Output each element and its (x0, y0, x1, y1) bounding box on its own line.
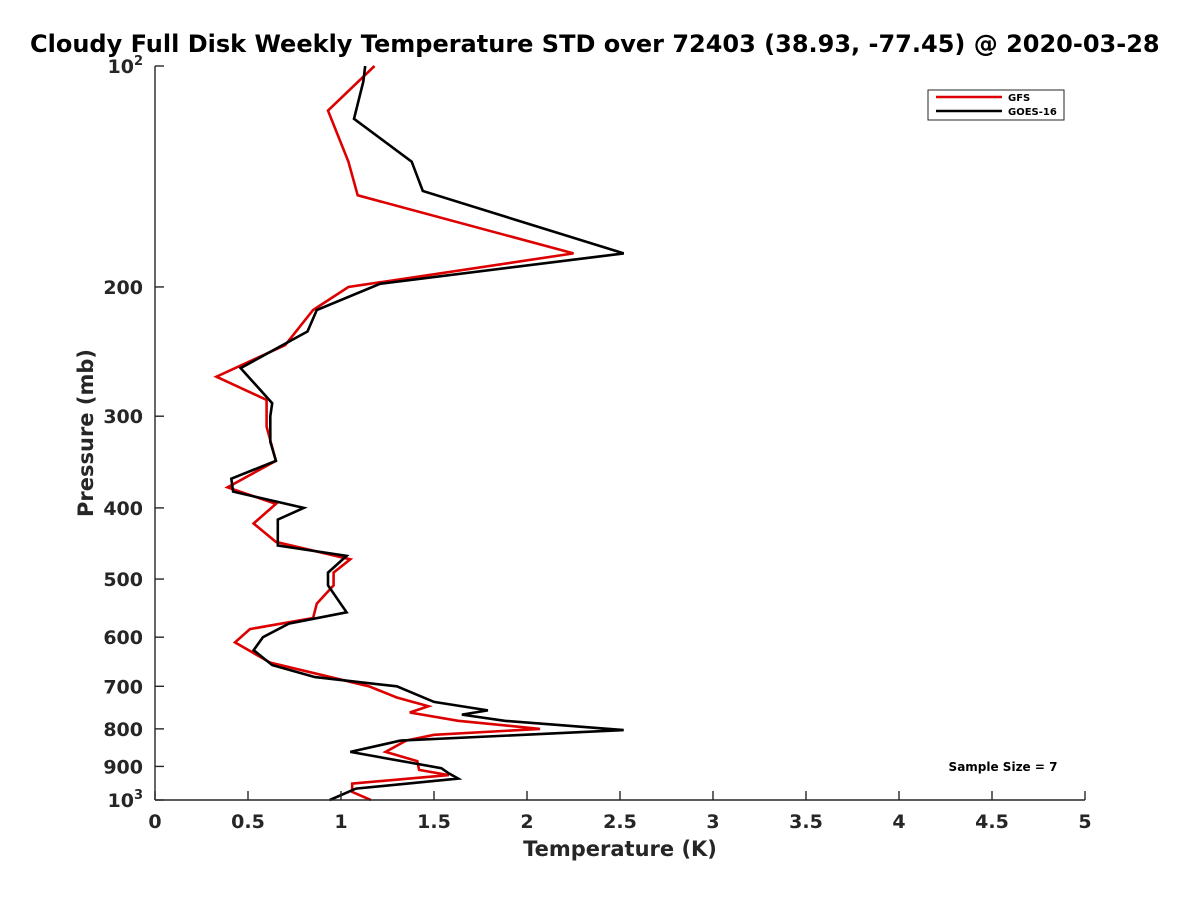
chart-title: Cloudy Full Disk Weekly Temperature STD … (30, 30, 1160, 58)
x-tick-label: 5 (1078, 811, 1091, 833)
x-tick-label: 1.5 (417, 811, 451, 833)
y-tick-label: 300 (103, 406, 143, 428)
y-tick-label: 400 (103, 498, 143, 520)
y-axis-ticks: 102 200 300 400 500 600 700 800 900 103 (103, 54, 164, 812)
x-tick-label: 0 (148, 811, 161, 833)
series-line-1 (213, 65, 574, 802)
y-tick-label: 900 (103, 756, 143, 778)
legend-label: GOES-16 (1008, 107, 1057, 118)
y-tick-label: 600 (103, 627, 143, 649)
y-axis-label: Pressure (mb) (74, 349, 98, 517)
x-tick-label: 3.5 (789, 811, 823, 833)
x-axis-ticks: 0 0.5 1 1.5 2 2.5 3 3.5 4 4.5 5 (148, 791, 1092, 833)
y-tick-label: 800 (103, 719, 143, 741)
y-tick-label: 700 (103, 676, 143, 698)
y-tick-label: 200 (103, 277, 143, 299)
legend: GFS GOES-16 (927, 89, 1065, 121)
x-tick-label: 4 (892, 811, 905, 833)
x-tick-label: 2.5 (603, 811, 637, 833)
x-axis-label: Temperature (K) (523, 837, 717, 861)
x-tick-label: 0.5 (231, 811, 265, 833)
plot-area (155, 66, 1085, 800)
legend-items: GFS GOES-16 (936, 93, 1057, 118)
y-tick-label: 500 (103, 569, 143, 591)
x-tick-label: 4.5 (975, 811, 1009, 833)
series-line-2 (229, 65, 625, 802)
legend-label: GFS (1008, 93, 1030, 104)
sample-size-annotation: Sample Size = 7 (949, 760, 1058, 774)
series-layer (213, 65, 625, 802)
y-tick-label: 103 (108, 788, 144, 812)
legend-box (927, 89, 1065, 121)
x-tick-label: 3 (706, 811, 719, 833)
x-tick-label: 1 (334, 811, 347, 833)
y-tick-label: 102 (108, 54, 144, 78)
x-tick-label: 2 (520, 811, 533, 833)
